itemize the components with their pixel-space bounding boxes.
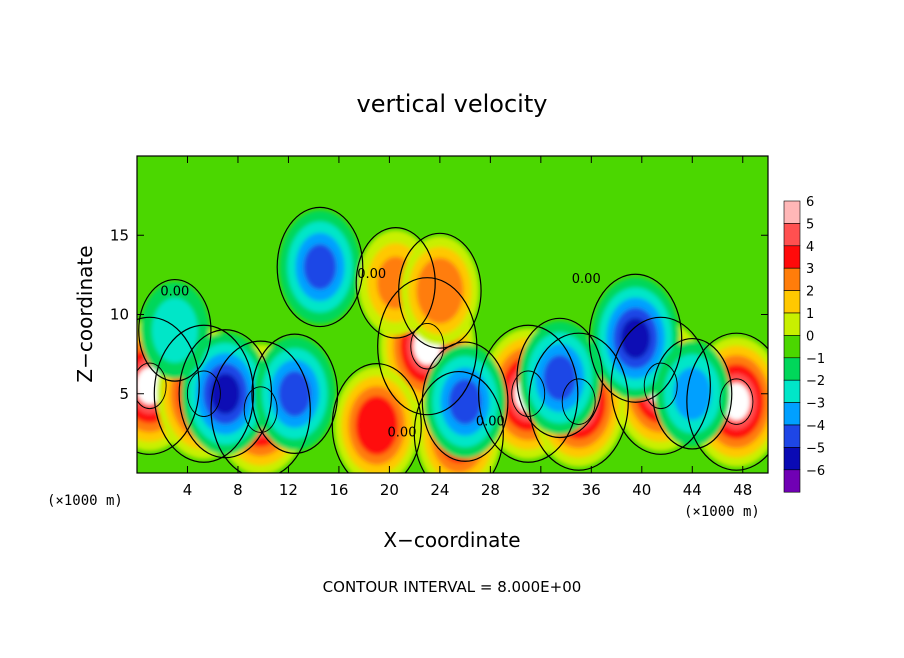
colorbar-label: −2 (806, 374, 825, 389)
zero-contour (276, 206, 364, 328)
velocity-cell (334, 366, 420, 473)
y-tick-label: 10 (110, 306, 129, 324)
contour-label: 0.00 (388, 426, 417, 441)
inner-contour (561, 378, 596, 425)
contour-lines (137, 206, 768, 473)
velocity-cell (424, 344, 506, 459)
chart-title: vertical velocity (357, 90, 548, 118)
contour-label: 0.00 (357, 267, 386, 282)
colorbar-label: 4 (806, 240, 814, 255)
y-axis-label: Z−coordinate (73, 245, 97, 382)
colorbar-segment (783, 267, 801, 291)
velocity-cell (400, 236, 480, 346)
zero-contour (652, 337, 733, 450)
zero-contour (413, 370, 504, 473)
zero-contour (355, 226, 436, 339)
colorbar-segment (783, 424, 801, 448)
colorbar-label: 5 (806, 217, 814, 232)
colorbar-label: 2 (806, 285, 814, 300)
zero-contour (178, 329, 273, 459)
colorbar-label: 0 (806, 329, 814, 344)
colorbar-label: −3 (806, 397, 825, 412)
colorbar-segment (783, 379, 801, 403)
colorbar-segment (783, 223, 801, 247)
velocity-field: 0.00 0.00 0.00 0.00 0.00 (137, 156, 768, 473)
x-tick-label: 24 (430, 481, 449, 499)
zero-contour (153, 324, 255, 463)
zero-contour (588, 273, 683, 403)
zero-contour (421, 341, 509, 462)
zero-contour (478, 324, 579, 463)
contour-interval-footer: CONTOUR INTERVAL = 8.000E+00 (323, 578, 582, 596)
zero-contour (686, 332, 768, 471)
x-axis-label: X−coordinate (383, 528, 520, 552)
inner-contour (243, 386, 278, 433)
colorbar-label: −1 (806, 352, 825, 367)
velocity-cell (253, 336, 336, 451)
x-tick-label: 40 (632, 481, 651, 499)
colorbar-label: −5 (806, 441, 825, 456)
colorbar-segment (783, 245, 801, 269)
colorbar-segment (783, 335, 801, 359)
velocity-cell (654, 341, 730, 447)
inner-contour (186, 370, 221, 418)
colorbar-label: 1 (806, 307, 814, 322)
colorbar-segment (783, 290, 801, 314)
y-tick-label: 5 (119, 385, 129, 403)
contour-label: 0.00 (476, 414, 505, 429)
zero-contour (331, 363, 422, 473)
zero-contour (138, 278, 212, 382)
colorbar-label: −4 (806, 419, 825, 434)
x-tick-label: 4 (183, 481, 193, 499)
inner-contour (410, 322, 445, 370)
x-tick-label: 20 (380, 481, 399, 499)
zero-contour (210, 340, 311, 473)
x-unit-left: (×1000 m) (47, 493, 123, 509)
inner-contour (643, 362, 678, 410)
colorbar-segment (783, 402, 801, 426)
colorbar-segment (783, 447, 801, 471)
zero-contour (377, 277, 478, 416)
x-tick-label: 16 (329, 481, 348, 499)
x-tick-label: 48 (733, 481, 752, 499)
zero-contour (610, 316, 711, 455)
colorbar-segment (783, 469, 801, 493)
inner-contour (511, 370, 546, 418)
x-tick-label: 8 (233, 481, 243, 499)
velocity-cell (518, 321, 601, 435)
colorbar-label: 6 (806, 195, 814, 210)
x-tick-label: 32 (531, 481, 550, 499)
contour-label: 0.00 (160, 284, 189, 299)
colorbar-segment (783, 200, 801, 224)
zero-contour (398, 232, 482, 349)
contour-label: 0.00 (572, 272, 601, 287)
x-tick-label: 12 (279, 481, 298, 499)
x-tick-label: 28 (481, 481, 500, 499)
colorbar-label: −6 (806, 464, 825, 479)
velocity-cell (279, 210, 361, 324)
zero-contour (251, 333, 339, 454)
colorbar-segment (783, 357, 801, 381)
colorbar-label: 3 (806, 262, 814, 277)
zero-contour (516, 317, 604, 439)
colorbar: 6 5 4 3 2 1 0 −1 −2 −3 −4 −5 −6 (783, 195, 825, 493)
x-unit-right: (×1000 m) (684, 504, 760, 520)
inner-contour (137, 362, 167, 410)
x-tick-label: 36 (582, 481, 601, 499)
colorbar-segment (783, 312, 801, 336)
inner-contour (719, 378, 754, 425)
velocity-cell (140, 281, 210, 379)
x-tick-label: 44 (683, 481, 702, 499)
y-tick-label: 15 (110, 226, 129, 244)
zero-contour (137, 316, 200, 455)
